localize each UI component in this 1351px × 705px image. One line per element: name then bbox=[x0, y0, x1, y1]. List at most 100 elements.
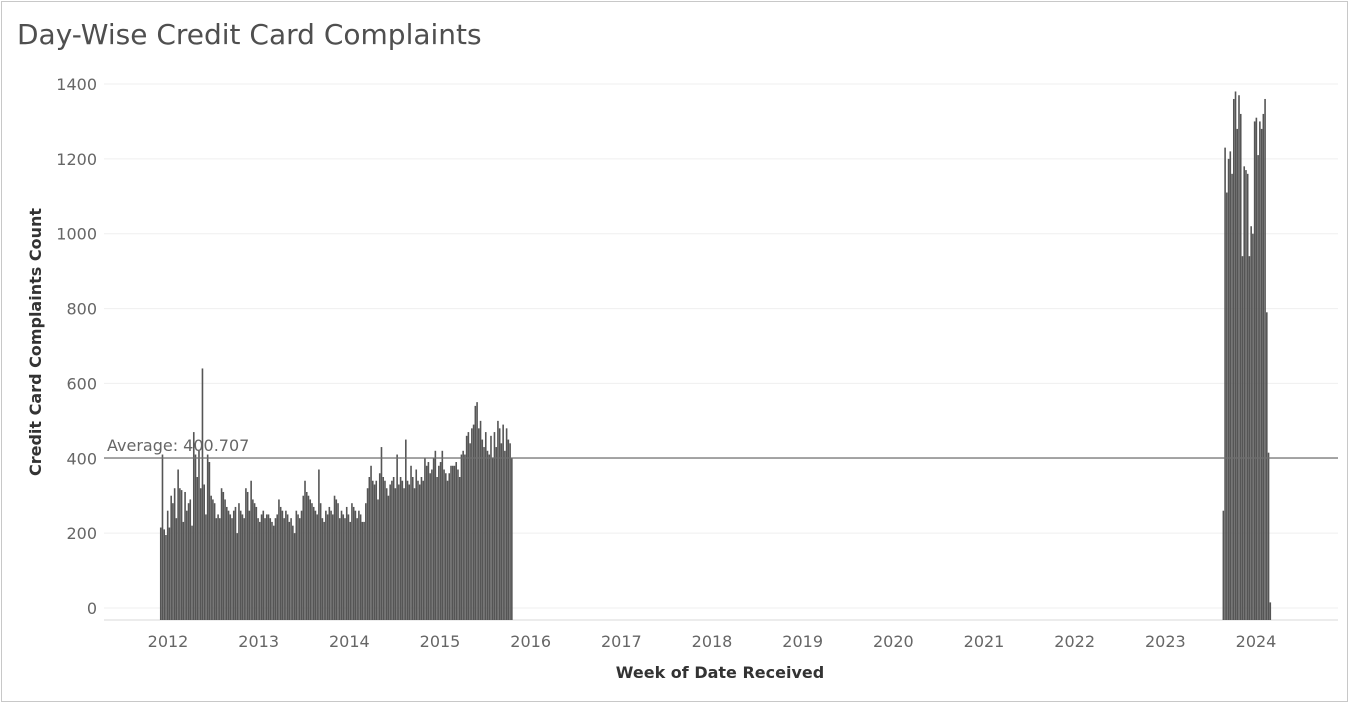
bar bbox=[184, 491, 186, 620]
bar bbox=[1232, 98, 1235, 621]
bar bbox=[359, 514, 362, 620]
bar bbox=[288, 521, 291, 620]
bar bbox=[304, 480, 306, 620]
bar bbox=[394, 488, 397, 620]
bar bbox=[285, 510, 287, 620]
bar bbox=[252, 499, 254, 620]
bar bbox=[212, 499, 214, 620]
bar bbox=[192, 432, 195, 620]
bar bbox=[347, 514, 350, 620]
bar bbox=[384, 480, 386, 620]
bar bbox=[319, 503, 322, 620]
bar bbox=[425, 465, 428, 620]
bar bbox=[293, 533, 296, 620]
bar bbox=[224, 499, 226, 620]
bar bbox=[505, 428, 508, 620]
x-tick-label: 2015 bbox=[420, 632, 461, 651]
bar bbox=[307, 495, 310, 620]
bar bbox=[385, 488, 388, 620]
bar bbox=[500, 443, 503, 620]
bar bbox=[198, 450, 200, 620]
bar bbox=[321, 518, 324, 620]
bar bbox=[316, 514, 318, 620]
bar bbox=[457, 469, 459, 620]
bar bbox=[323, 521, 325, 620]
bar bbox=[177, 469, 179, 620]
bar bbox=[163, 529, 166, 620]
bar bbox=[255, 506, 258, 620]
bar bbox=[361, 521, 364, 620]
bar bbox=[371, 480, 374, 620]
bar bbox=[408, 484, 411, 620]
average-reference-line: Average: 400.707 bbox=[104, 436, 1338, 459]
bar bbox=[356, 518, 358, 620]
bar bbox=[279, 506, 282, 620]
bar bbox=[239, 510, 242, 620]
bar bbox=[234, 506, 237, 620]
bar bbox=[248, 510, 251, 620]
x-tick-label: 2017 bbox=[601, 632, 642, 651]
x-tick-label: 2024 bbox=[1236, 632, 1277, 651]
bar bbox=[354, 510, 357, 620]
bar bbox=[1255, 117, 1258, 620]
x-tick-label: 2019 bbox=[782, 632, 823, 651]
average-label: Average: 400.707 bbox=[107, 436, 249, 455]
bar bbox=[328, 506, 331, 620]
bar bbox=[269, 518, 272, 620]
x-tick-label: 2021 bbox=[964, 632, 1005, 651]
bar bbox=[205, 514, 207, 620]
bar bbox=[422, 480, 424, 620]
bar bbox=[172, 503, 174, 620]
y-tick-label: 0 bbox=[87, 599, 97, 618]
bar bbox=[431, 469, 433, 620]
bar bbox=[462, 450, 464, 620]
bar bbox=[411, 477, 414, 620]
bar bbox=[250, 480, 252, 620]
bar bbox=[337, 503, 339, 620]
bar bbox=[479, 420, 482, 620]
bar bbox=[342, 514, 345, 620]
bar bbox=[238, 503, 240, 620]
bar bbox=[380, 447, 383, 620]
bar bbox=[166, 510, 169, 620]
bar bbox=[283, 518, 285, 620]
bar bbox=[208, 462, 211, 620]
bar bbox=[1246, 173, 1249, 620]
bar bbox=[173, 488, 176, 620]
bar bbox=[1253, 121, 1256, 621]
bar bbox=[1245, 170, 1247, 620]
bar bbox=[349, 521, 351, 620]
bar bbox=[453, 465, 456, 620]
bar bbox=[302, 495, 305, 620]
bar bbox=[295, 510, 298, 620]
bar bbox=[231, 518, 233, 620]
y-tick-label: 200 bbox=[66, 524, 97, 543]
bar bbox=[312, 506, 315, 620]
bar bbox=[227, 510, 230, 620]
bar bbox=[271, 521, 273, 620]
bar bbox=[467, 432, 470, 620]
bar bbox=[458, 477, 461, 620]
bar bbox=[434, 450, 437, 620]
bar bbox=[194, 454, 197, 620]
bar bbox=[413, 488, 416, 620]
bar bbox=[191, 525, 193, 620]
y-tick-label: 1400 bbox=[56, 75, 97, 94]
bar bbox=[1262, 113, 1265, 620]
bar bbox=[286, 514, 289, 620]
bar bbox=[493, 432, 496, 620]
bar bbox=[450, 465, 452, 620]
bar bbox=[507, 439, 510, 620]
bar bbox=[1250, 226, 1252, 621]
bar bbox=[180, 490, 183, 620]
bar bbox=[264, 518, 266, 620]
x-tick-label: 2016 bbox=[510, 632, 551, 651]
bar bbox=[206, 454, 209, 620]
bar bbox=[259, 521, 261, 620]
bar bbox=[375, 480, 378, 620]
bar bbox=[352, 506, 355, 620]
bar bbox=[382, 477, 385, 620]
bar bbox=[305, 491, 308, 620]
bar bbox=[370, 465, 372, 620]
